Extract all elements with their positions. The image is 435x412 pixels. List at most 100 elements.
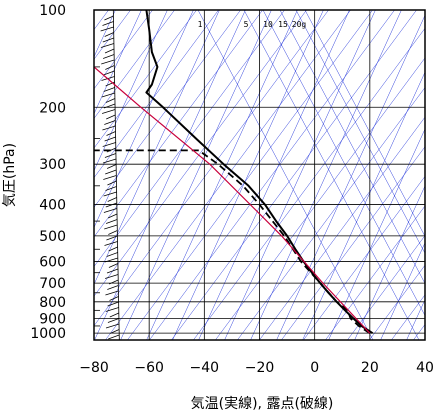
- y-tick-label: 700: [39, 276, 66, 292]
- wind-barb: [104, 257, 118, 263]
- y-tick-label: 1000: [30, 326, 66, 342]
- wind-barb: [104, 32, 114, 37]
- wind-barb: [104, 120, 116, 125]
- wind-barb-staff: [112, 10, 120, 340]
- wind-barb: [106, 147, 116, 153]
- wind-barb: [100, 43, 115, 48]
- wind-barb: [104, 153, 117, 158]
- wind-barb: [105, 169, 117, 175]
- wind-barb: [104, 136, 116, 142]
- moist-adiabat-line: [198, 10, 350, 340]
- y-tick-label: 900: [39, 311, 66, 327]
- x-tick-label: −20: [245, 360, 275, 376]
- x-tick-label: 20: [361, 360, 379, 376]
- dry-adiabat-line: [94, 10, 219, 179]
- x-tick-label: −60: [134, 360, 164, 376]
- wind-barb: [105, 323, 120, 329]
- dry-adiabat-line: [94, 10, 329, 327]
- mixing-ratio-line: [295, 10, 425, 254]
- wind-barb: [103, 175, 117, 180]
- wind-barb: [102, 142, 116, 147]
- dry-adiabat-line: [94, 10, 263, 238]
- wind-barb: [108, 230, 118, 235]
- dry-adiabat-line: [347, 235, 425, 340]
- wind-barb: [104, 224, 118, 230]
- mixing-ratio-line: [197, 10, 374, 340]
- mixing-ratio-line: [243, 10, 420, 340]
- x-tick-label: 40: [416, 360, 434, 376]
- parcel-profile-line: [94, 66, 371, 334]
- moist-adiabat-line: [250, 10, 402, 340]
- dry-adiabat-line: [237, 87, 425, 340]
- wind-barb: [107, 180, 117, 186]
- wind-barb: [102, 37, 114, 43]
- dry-adiabat-line: [94, 10, 153, 90]
- wind-barb: [102, 21, 114, 26]
- dry-adiabat-line: [303, 175, 425, 340]
- wind-barb: [107, 301, 119, 307]
- wind-barb: [105, 274, 119, 279]
- wind-barb: [107, 197, 117, 202]
- wind-barb: [108, 246, 118, 252]
- wind-barb: [109, 279, 119, 285]
- mixing-ratio-line: [279, 10, 425, 284]
- moist-adiabat-line: [94, 10, 220, 285]
- wind-barb: [106, 235, 118, 241]
- moist-adiabat-line: [172, 10, 324, 340]
- mixing-ratio-label: 1: [198, 20, 203, 29]
- y-tick-label: 800: [39, 295, 66, 311]
- y-tick-label: 100: [39, 3, 66, 19]
- wind-barb: [105, 65, 115, 70]
- moist-adiabat-line: [94, 10, 194, 229]
- wind-barbs: [100, 10, 120, 340]
- dry-adiabat-line: [127, 10, 373, 340]
- plot-frame: [93, 9, 426, 341]
- mixing-ratio-label: 15: [278, 20, 288, 29]
- wind-barb: [104, 241, 118, 246]
- wind-barb: [108, 263, 119, 268]
- wind-barb: [103, 70, 115, 76]
- x-axis-title: 気温(実線), 露点(破線): [191, 396, 334, 412]
- mixing-ratio-label: 20g: [292, 20, 307, 29]
- wind-barb: [105, 290, 119, 296]
- dry-adiabat-line: [94, 10, 307, 297]
- wind-barb: [106, 268, 119, 274]
- wind-barb: [100, 26, 114, 32]
- dry-adiabat-line: [325, 205, 425, 340]
- wind-barb: [101, 92, 115, 98]
- y-axis-title: 気圧(hPa): [2, 143, 18, 207]
- y-tick-label: 400: [39, 198, 66, 214]
- wind-barb: [102, 158, 117, 164]
- dry-adiabat-line: [94, 10, 175, 119]
- wind-barb: [104, 48, 115, 54]
- wind-barb: [102, 109, 116, 114]
- y-tick-label: 500: [39, 229, 66, 245]
- moist-adiabat-line: [380, 242, 425, 340]
- wind-barb: [105, 307, 119, 312]
- wind-barb: [106, 131, 116, 136]
- grid-lines: [94, 10, 425, 340]
- dry-adiabat-line: [94, 10, 285, 267]
- dry-adiabat-line: [369, 264, 425, 340]
- dewpoint-profile-line: [94, 149, 371, 334]
- y-tick-label: 300: [39, 157, 66, 173]
- wind-barb: [106, 164, 117, 169]
- wind-barb: [101, 59, 115, 65]
- wind-barb: [105, 186, 117, 191]
- wind-barb: [109, 312, 119, 318]
- mixing-ratio-label: 10: [263, 20, 273, 29]
- mixing-ratio-label: 5: [244, 20, 249, 29]
- wind-barb: [107, 318, 120, 323]
- wind-barb: [103, 208, 118, 213]
- sounding-profiles: [94, 10, 374, 335]
- x-tick-label: 0: [310, 360, 319, 376]
- dry-adiabat-line: [193, 27, 425, 340]
- moist-adiabat-line: [224, 10, 376, 340]
- mixing-ratio-line: [262, 10, 425, 317]
- mixing-ratio-labels: 1 5 10 15 20g: [198, 20, 307, 29]
- wind-barb: [109, 329, 120, 334]
- wind-barb: [102, 125, 116, 131]
- x-tick-label: −80: [79, 360, 109, 376]
